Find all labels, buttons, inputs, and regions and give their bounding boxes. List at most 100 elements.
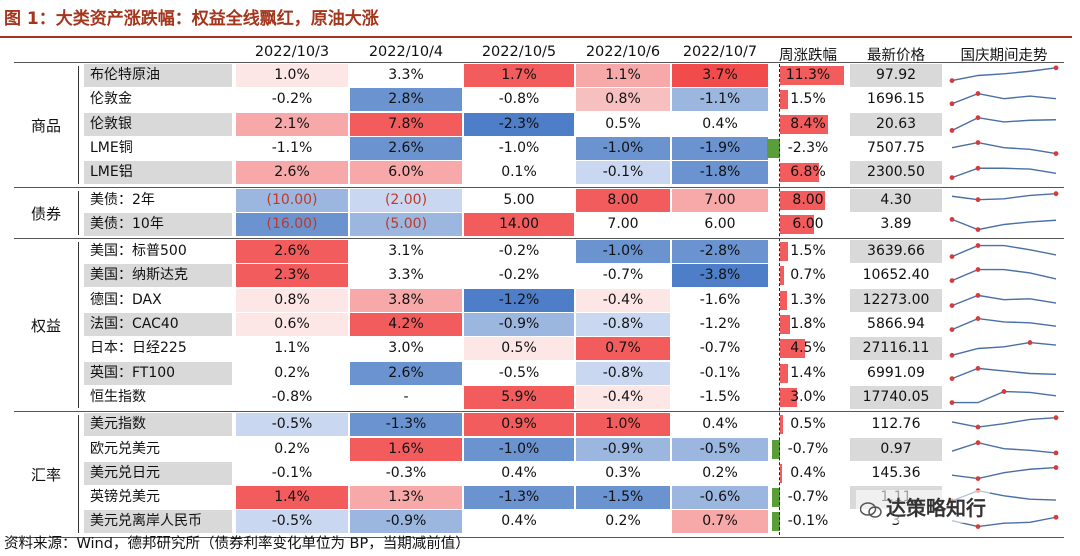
daily-change-cell: 0.4% [464,461,574,485]
latest-price: 5866.94 [850,313,942,336]
weekly-change-cell: 0.7% [770,264,846,287]
sparkline-path [951,116,1057,131]
daily-change-cell: 0.2% [236,437,348,461]
latest-price: 97.92 [850,64,942,87]
daily-change-cell: -0.7% [576,264,670,288]
wechat-icon [860,501,882,518]
latest-price: 6991.09 [850,361,942,385]
table-row: 法国：CAC40 0.6% 4.2% -0.9% -0.8% -1.2% 1.8% 5866.… [0,313,1080,336]
asset-name: 日本：日经225 [84,337,232,361]
weekly-change-cell: -0.1% [770,510,846,533]
daily-change-cell: 3.1% [350,240,462,264]
weekly-change-bar [780,415,783,435]
category-label: 汇率 [30,465,61,484]
sparkline-path [951,244,1057,258]
sparkline-point [975,91,981,97]
table-row: 美债：2年 (10.00) (2.00) 5.00 8.00 7.00 8.00 4.30 [0,188,1080,212]
trend-sparkline [949,243,1057,260]
daily-change-cell: -0.4% [576,288,670,312]
sparkline-point [975,439,981,445]
trend-sparkline [949,166,1057,181]
sparkline-point [949,175,955,181]
daily-change-cell: -0.3% [350,461,462,485]
sparkline-point [975,226,981,232]
daily-change-cell: 1.1% [576,64,670,87]
asset-name: 德国：DAX [84,288,232,312]
sparkline-path [951,192,1057,200]
daily-change-cell: -0.8% [576,361,670,385]
sparkline-path [951,516,1057,528]
weekly-change-bar [780,339,806,359]
trend-sparkline [951,415,1059,430]
sparkline-path [951,367,1057,379]
header-rule [14,62,1064,63]
column-header: 2022/10/6 [585,44,661,60]
daily-change-cell: 2.8% [350,88,462,112]
daily-change-cell: -0.7% [672,337,768,361]
weekly-change-label: -0.7% [787,489,829,506]
sparkline-path [951,441,1057,454]
trend-sparkline [949,292,1057,308]
asset-name: LME铝 [84,161,232,185]
daily-change-cell: -1.2% [464,288,574,312]
sparkline-point [1001,389,1007,394]
daily-change-cell: 0.5% [576,112,670,136]
table-row: 美国：标普500 2.6% 3.1% -0.2% -1.0% -2.8% 1.5% 3639.… [0,240,1080,264]
daily-change-cell: -0.2% [464,264,574,288]
weekly-change-bar [780,242,789,262]
weekly-change-label: 0.5% [790,416,826,433]
daily-change-cell: 3.7% [672,64,768,87]
weekly-change-label: 6.8% [790,164,826,181]
daily-change-cell: 6.0% [350,161,462,185]
latest-price: 3639.66 [850,240,942,264]
daily-change-cell: 1.6% [350,437,462,461]
asset-name: 美元兑日元 [84,461,232,485]
daily-change-cell: -1.0% [576,136,670,160]
daily-change-cell: 7.00 [672,188,768,212]
latest-price: 7507.75 [850,136,942,160]
column-header: 2022/10/7 [682,44,758,60]
weekly-change-label: 1.8% [790,316,826,332]
asset-name: 恒生指数 [84,385,232,409]
sparkline-point [1053,151,1059,156]
column-header: 周涨跌幅 [779,48,837,64]
sparkline-path [951,67,1057,82]
daily-change-cell: 1.0% [576,413,670,437]
weekly-change-bar [780,315,791,334]
weekly-change-bar [780,190,826,210]
latest-price: 27116.11 [850,337,942,361]
daily-change-cell: 2.1% [236,112,348,136]
daily-change-cell: -0.9% [350,510,462,534]
sparkline-path [951,141,1057,155]
sparkline-point [949,278,955,284]
trend-sparkline [951,140,1059,156]
sparkline-point [949,216,955,222]
column-header: 2022/10/5 [481,44,557,60]
daily-change-cell: -0.8% [576,313,670,336]
group-separator [14,186,1064,188]
daily-change-cell: -3.8% [672,264,768,288]
weekly-change-label: 8.00 [792,191,824,208]
daily-change-cell: 1.4% [236,486,348,510]
sparkline-point [1053,65,1059,71]
trend-sparkline [951,515,1059,530]
daily-change-cell: -1.6% [672,288,768,312]
weekly-change-label: 0.7% [790,267,826,284]
weekly-change-bar [780,463,783,483]
weekly-change-bar [772,439,780,459]
daily-change-cell: -0.1% [672,361,768,385]
sparkline-path [951,294,1057,306]
weekly-change-cell: 1.5% [770,240,846,263]
column-header: 国庆期间走势 [960,48,1048,64]
weekly-change-bar [780,363,788,383]
weekly-change-cell: 4.5% [770,337,846,360]
daily-change-cell: -0.1% [576,161,670,185]
daily-change-cell: -0.5% [236,413,348,437]
weekly-change-label: 1.5% [790,243,826,260]
daily-change-cell: 5.9% [464,385,574,409]
daily-change-cell: 3.3% [350,64,462,87]
daily-change-cell: -1.5% [576,486,670,510]
latest-price: 4.30 [850,188,942,212]
sparkline-point [949,78,955,83]
column-header: 2022/10/4 [368,44,444,60]
